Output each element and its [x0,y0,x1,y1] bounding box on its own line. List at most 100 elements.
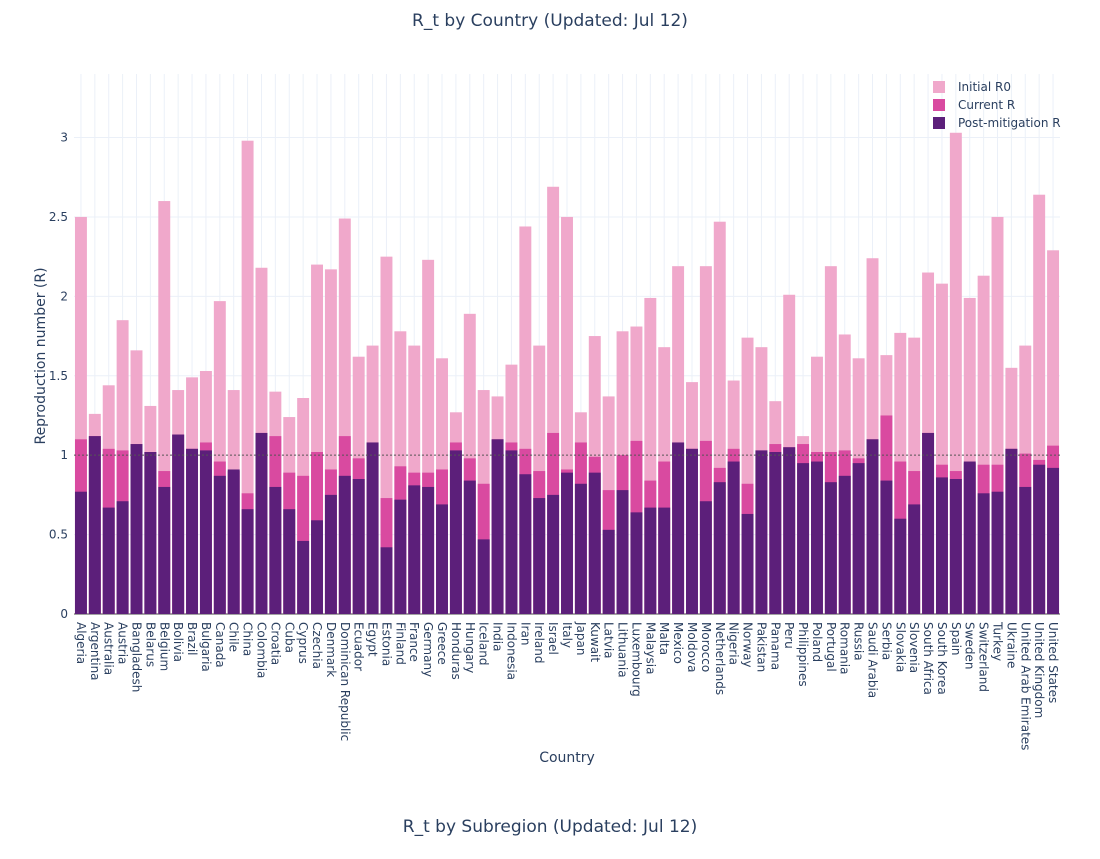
bar-initial-r0-germany[interactable] [422,259,435,614]
bar-post-mitigation-r-slovakia[interactable] [894,518,907,614]
bar-post-mitigation-r-morocco[interactable] [699,501,712,614]
bar-post-mitigation-r-bolivia[interactable] [172,434,185,614]
bar-initial-r0-united-states[interactable] [1047,250,1060,614]
bar-post-mitigation-r-austria[interactable] [116,501,129,614]
bar-post-mitigation-r-argentina[interactable] [88,436,101,614]
bar-post-mitigation-r-iran[interactable] [519,474,532,614]
bar-post-mitigation-r-ireland[interactable] [533,498,546,614]
bar-post-mitigation-r-bangladesh[interactable] [130,444,143,614]
bar-post-mitigation-r-peru[interactable] [783,447,796,614]
bar-initial-r0-saudi-arabia[interactable] [866,258,879,614]
bar-post-mitigation-r-colombia[interactable] [255,432,268,614]
bar-post-mitigation-r-japan[interactable] [574,483,587,614]
bar-post-mitigation-r-malaysia[interactable] [644,507,657,614]
bar-post-mitigation-r-germany[interactable] [422,486,435,614]
bar-post-mitigation-r-sweden[interactable] [963,461,976,614]
bar-post-mitigation-r-switzerland[interactable] [977,493,990,614]
bar-initial-r0-sweden[interactable] [963,297,976,614]
legend-label[interactable]: Initial R0 [958,80,1011,94]
bar-post-mitigation-r-egypt[interactable] [366,442,379,614]
bar-post-mitigation-r-finland[interactable] [394,499,407,614]
bar-post-mitigation-r-ecuador[interactable] [352,479,365,614]
bar-initial-r0-portugal[interactable] [824,266,837,614]
bar-initial-r0-belgium[interactable] [158,201,171,614]
bar-post-mitigation-r-lithuania[interactable] [616,490,629,614]
bar-initial-r0-denmark[interactable] [324,269,337,614]
bar-post-mitigation-r-south-korea[interactable] [935,477,948,614]
legend-label[interactable]: Current R [958,98,1015,112]
bar-initial-r0-algeria[interactable] [74,216,87,615]
bar-post-mitigation-r-hungary[interactable] [463,480,476,614]
bar-post-mitigation-r-croatia[interactable] [269,486,282,614]
bar-post-mitigation-r-india[interactable] [491,439,504,614]
bar-initial-r0-mexico[interactable] [672,266,685,614]
legend-swatch[interactable] [933,81,945,93]
bar-initial-r0-switzerland[interactable] [977,275,990,614]
bar-post-mitigation-r-israel[interactable] [547,494,560,614]
bar-post-mitigation-r-cuba[interactable] [283,509,296,614]
bar-initial-r0-turkey[interactable] [991,216,1004,615]
bar-initial-r0-canada[interactable] [213,301,226,614]
bar-post-mitigation-r-belarus[interactable] [144,452,157,614]
bar-post-mitigation-r-belgium[interactable] [158,486,171,614]
bar-initial-r0-morocco[interactable] [699,266,712,614]
bar-post-mitigation-r-ukraine[interactable] [1005,448,1018,614]
legend-label[interactable]: Post-mitigation R [958,116,1061,130]
bar-post-mitigation-r-bulgaria[interactable] [199,450,212,614]
bar-post-mitigation-r-russia[interactable] [852,463,865,614]
bar-post-mitigation-r-malta[interactable] [658,507,671,614]
bar-post-mitigation-r-norway[interactable] [741,513,754,614]
bar-post-mitigation-r-france[interactable] [408,485,421,614]
bar-post-mitigation-r-brazil[interactable] [186,448,199,614]
bar-post-mitigation-r-indonesia[interactable] [505,450,518,614]
bar-post-mitigation-r-united-states[interactable] [1047,467,1060,614]
bar-post-mitigation-r-greece[interactable] [436,504,448,614]
bar-post-mitigation-r-australia[interactable] [102,507,115,614]
bar-post-mitigation-r-panama[interactable] [769,452,782,614]
bar-post-mitigation-r-cyprus[interactable] [297,540,310,614]
bar-post-mitigation-r-romania[interactable] [838,475,851,614]
bar-post-mitigation-r-nigeria[interactable] [727,461,740,614]
bar-post-mitigation-r-honduras[interactable] [449,450,462,614]
bar-initial-r0-czechia[interactable] [311,264,323,614]
bar-post-mitigation-r-latvia[interactable] [602,529,615,614]
bar-post-mitigation-r-italy[interactable] [561,472,573,614]
bar-initial-r0-south-korea[interactable] [935,283,948,614]
bar-post-mitigation-r-chile[interactable] [227,469,240,614]
bar-post-mitigation-r-luxembourg[interactable] [630,512,643,614]
bar-post-mitigation-r-serbia[interactable] [880,480,893,614]
bar-post-mitigation-r-slovenia[interactable] [908,504,921,614]
bar-post-mitigation-r-dominican-republic[interactable] [338,475,351,614]
bar-initial-r0-united-kingdom[interactable] [1033,194,1046,615]
legend-swatch[interactable] [933,99,945,111]
bar-post-mitigation-r-mexico[interactable] [672,442,685,614]
bar-initial-r0-malaysia[interactable] [644,297,657,614]
legend-swatch[interactable] [933,117,945,129]
bar-initial-r0-dominican-republic[interactable] [338,218,351,614]
bar-post-mitigation-r-moldova[interactable] [686,448,698,614]
bar-post-mitigation-r-south-africa[interactable] [922,432,935,614]
bar-post-mitigation-r-united-kingdom[interactable] [1033,464,1046,614]
bar-post-mitigation-r-algeria[interactable] [74,491,87,614]
bar-post-mitigation-r-poland[interactable] [811,461,823,614]
bar-post-mitigation-r-united-arab-emirates[interactable] [1019,486,1032,614]
bar-post-mitigation-r-pakistan[interactable] [755,450,768,614]
bar-initial-r0-iran[interactable] [519,226,532,614]
bar-post-mitigation-r-estonia[interactable] [380,547,393,614]
bar-post-mitigation-r-kuwait[interactable] [588,472,601,614]
bar-post-mitigation-r-portugal[interactable] [824,482,837,614]
bar-initial-r0-israel[interactable] [547,186,560,614]
bar-initial-r0-china[interactable] [241,140,254,615]
bar-initial-r0-spain[interactable] [949,132,962,614]
bar-initial-r0-estonia[interactable] [380,256,393,614]
bar-initial-r0-italy[interactable] [561,216,573,615]
bar-initial-r0-netherlands[interactable] [713,221,726,615]
bar-post-mitigation-r-spain[interactable] [949,479,962,614]
bar-post-mitigation-r-netherlands[interactable] [713,482,726,614]
bar-initial-r0-norway[interactable] [741,337,754,614]
legend[interactable]: Initial R0 Current R Post-mitigation R [933,80,1061,130]
bar-post-mitigation-r-saudi-arabia[interactable] [866,439,879,614]
bar-post-mitigation-r-canada[interactable] [213,475,226,614]
bar-post-mitigation-r-philippines[interactable] [797,463,810,614]
bar-post-mitigation-r-china[interactable] [241,509,254,614]
